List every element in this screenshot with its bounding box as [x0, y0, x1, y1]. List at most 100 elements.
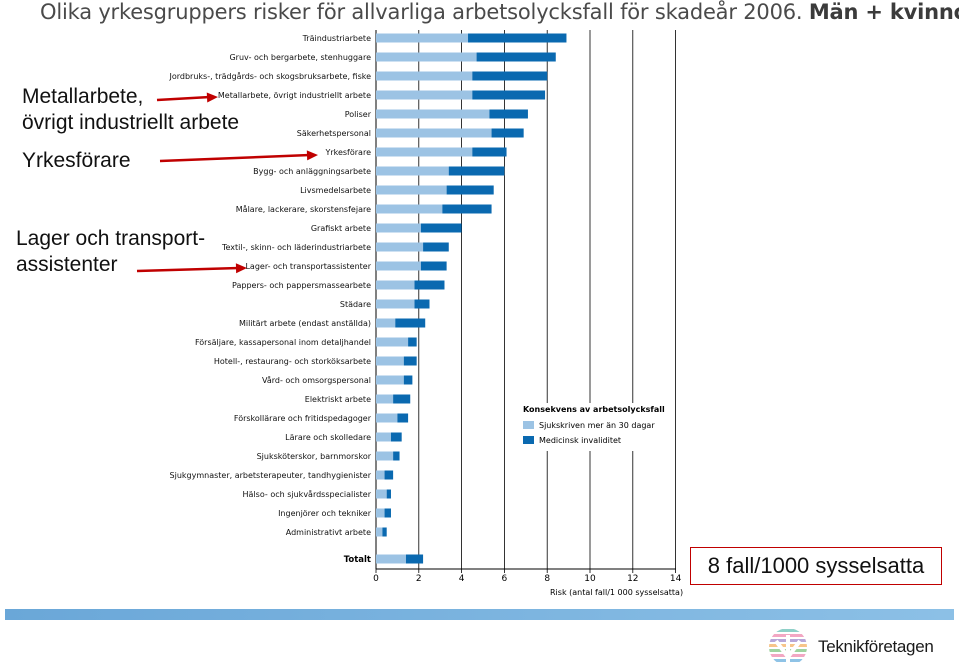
risk-bar-chart: 0 2 4 6 8 10 12 14 Risk (antal fall/1 000 syssel…	[136, 30, 683, 597]
category-label: Grafiskt arbete	[311, 224, 371, 233]
category-label: Militärt arbete (endast anställda)	[239, 319, 371, 328]
bar-sjukskriven	[376, 394, 394, 404]
x-tick-label: 0	[373, 574, 379, 584]
legend-background	[520, 403, 660, 451]
x-tick-label: 4	[459, 574, 465, 584]
callout-lager: Lager och transport- assistenter	[16, 226, 205, 278]
category-label: Textil-, skinn- och läderindustriarbete	[221, 243, 371, 252]
bar-invaliditet	[390, 432, 402, 442]
arrow-yrkesforare-head	[306, 150, 318, 161]
arrow-metall-head	[206, 92, 218, 103]
bar-sjukskriven	[376, 71, 473, 81]
bar-invaliditet	[420, 223, 462, 233]
bar-sjukskriven	[376, 90, 473, 100]
x-tick-label: 8	[544, 574, 550, 584]
callout-yrkesforare: Yrkesförare	[22, 148, 131, 174]
bar-invaliditet	[472, 90, 546, 100]
legend-swatch	[523, 421, 534, 429]
bar-sjukskriven	[376, 204, 443, 214]
legend-label: Sjukskriven mer än 30 dagar	[539, 421, 655, 430]
legend-label: Medicinsk invaliditet	[539, 436, 621, 445]
bar-sjukskriven	[376, 242, 424, 252]
bar-sjukskriven	[376, 413, 398, 423]
category-label: Förskollärare och fritidspedagoger	[234, 414, 372, 423]
bar-sjukskriven	[376, 166, 449, 176]
bar-invaliditet	[393, 394, 411, 404]
category-label: Sjuksköterskor, barnmorskor	[257, 452, 372, 461]
arrow-metall	[156, 95, 211, 102]
category-label: Hälso- och sjukvårdsspecialister	[243, 489, 372, 499]
bar-invaliditet	[468, 33, 567, 43]
legend-title: Konsekvens av arbetsolycksfall	[523, 405, 665, 414]
bar-sjukskriven	[376, 356, 404, 366]
chart-title-emphasis: Män + kvinnor.	[808, 0, 959, 24]
bar-sjukskriven	[376, 508, 385, 518]
bar-invaliditet	[382, 527, 387, 537]
bar-sjukskriven	[376, 33, 469, 43]
bar-sjukskriven	[376, 128, 492, 138]
category-label: Lärare och skolledare	[285, 433, 371, 442]
callout-metall-line1: Metallarbete,	[22, 85, 144, 108]
bar-invaliditet	[408, 337, 417, 347]
callout-lager-line2: assistenter	[16, 253, 118, 276]
x-tick-label: 12	[627, 574, 638, 584]
category-label: Metallarbete, övrigt industriellt arbete	[218, 91, 371, 100]
x-tick-label: 10	[584, 574, 596, 584]
arrow-lager-head	[235, 263, 247, 274]
bar-invaliditet	[448, 166, 505, 176]
bar-invaliditet	[446, 185, 494, 195]
bar-invaliditet	[420, 261, 447, 271]
category-label: Målare, lackerare, skorstensfejare	[236, 204, 371, 214]
bar-invaliditet	[386, 489, 391, 499]
bar-sjukskriven	[376, 299, 415, 309]
category-label: Säkerhetspersonal	[297, 129, 371, 138]
bar-sjukskriven	[376, 223, 421, 233]
bar-invaliditet	[414, 280, 445, 290]
footer-bar	[5, 609, 954, 620]
bar-sjukskriven	[376, 280, 415, 290]
callout-lager-line1: Lager och transport-	[16, 227, 206, 250]
bar-sjukskriven	[376, 52, 477, 62]
callout-metall-line2: övrigt industriellt arbete	[22, 111, 240, 134]
x-tick-label: 6	[502, 574, 508, 584]
x-tick-label: 2	[416, 574, 422, 584]
callout-metall: Metallarbete, övrigt industriellt arbete	[22, 84, 239, 136]
category-label: Ingenjörer och tekniker	[278, 509, 372, 518]
category-label: Jordbruks-, trädgårds- och skogsbruksarb…	[168, 71, 371, 81]
category-label: Hotell-, restaurang- och storköksarbete	[214, 357, 371, 366]
bar-sjukskriven	[376, 337, 409, 347]
bar-sjukskriven	[376, 527, 383, 537]
bar-sjukskriven	[376, 185, 447, 195]
bar-invaliditet	[414, 299, 430, 309]
bar-invaliditet	[472, 71, 548, 81]
total-bar-invaliditet	[405, 554, 424, 564]
bar-invaliditet	[442, 204, 492, 214]
bar-sjukskriven	[376, 147, 473, 157]
bar-sjukskriven	[376, 261, 421, 271]
category-label: Poliser	[345, 110, 372, 119]
callout-yrkesforare-line1: Yrkesförare	[22, 149, 131, 172]
arrow-yrkesforare	[159, 153, 311, 163]
bar-sjukskriven	[376, 470, 385, 480]
arrow-lager	[136, 266, 240, 273]
chart-title: Olika yrkesgruppers risker för allvarlig…	[40, 0, 959, 24]
total-label: Totalt	[344, 555, 371, 565]
bar-invaliditet	[491, 128, 524, 138]
x-axis-label: Risk (antal fall/1 000 sysselsatta)	[550, 588, 683, 597]
x-tick-label: 14	[670, 574, 682, 584]
category-label: Vård- och omsorgspersonal	[262, 375, 371, 385]
bar-invaliditet	[403, 375, 413, 385]
bar-invaliditet	[384, 508, 391, 518]
category-label: Gruv- och bergarbete, stenhuggare	[229, 53, 371, 62]
bar-sjukskriven	[376, 375, 404, 385]
bar-invaliditet	[423, 242, 449, 252]
teknikforetagen-logo-icon	[769, 628, 807, 666]
bar-sjukskriven	[376, 451, 394, 461]
bar-invaliditet	[397, 413, 409, 423]
bar-invaliditet	[384, 470, 394, 480]
logo-text: Teknikföretagen	[818, 637, 934, 656]
category-label: Bygg- och anläggningsarbete	[253, 167, 371, 176]
bar-invaliditet	[489, 109, 528, 119]
category-label: Yrkesförare	[324, 148, 371, 157]
category-label: Livsmedelsarbete	[300, 186, 371, 195]
